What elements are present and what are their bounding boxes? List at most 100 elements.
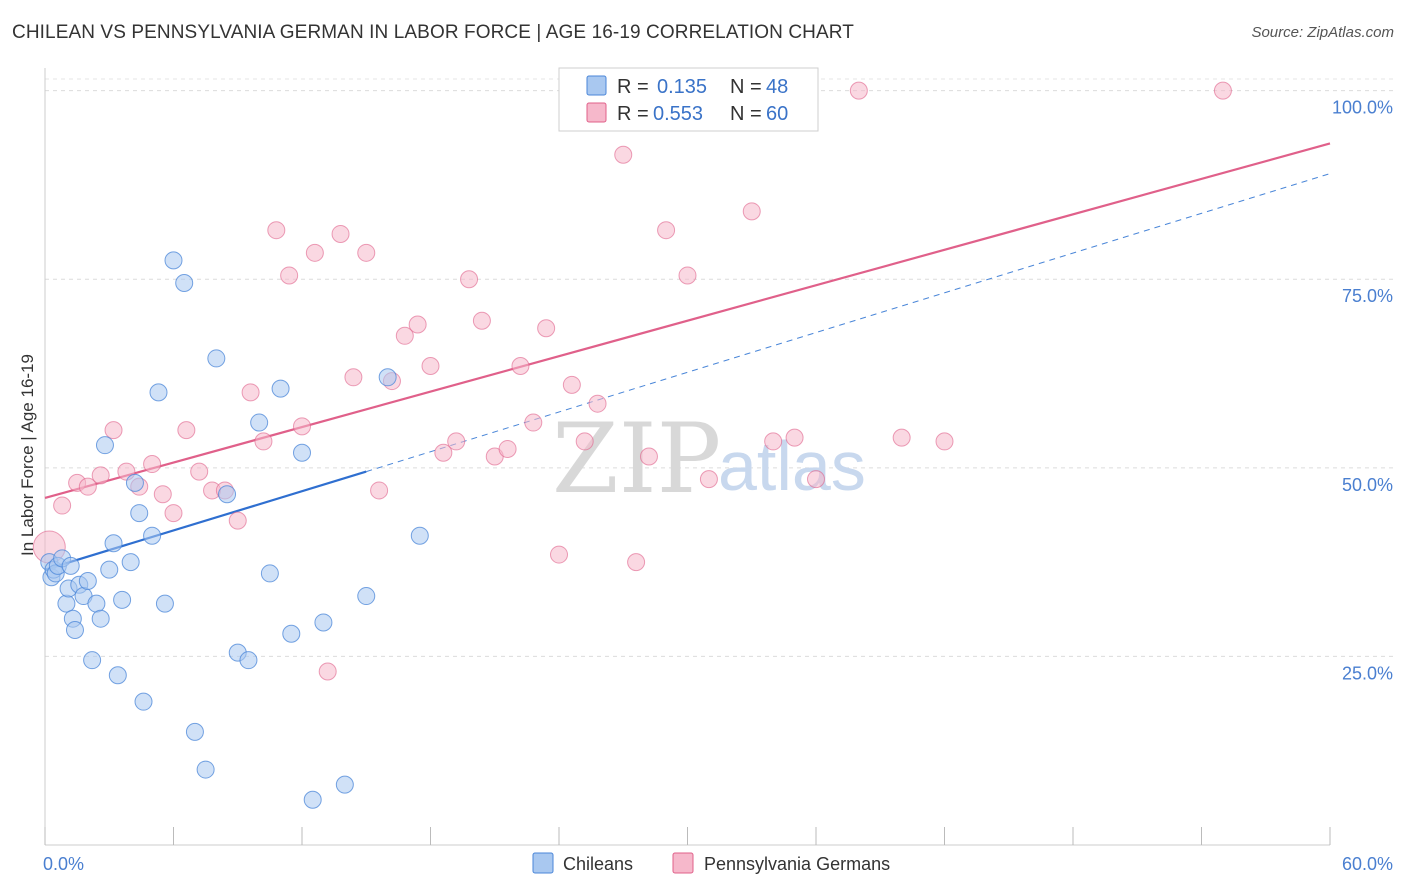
y-tick-label: 25.0%	[1342, 663, 1393, 683]
legend-r-label-2: R =	[617, 103, 649, 125]
point-chileans	[61, 556, 80, 575]
correlation-legend: R = 0.135 N = 48 R = 0.553 N = 60	[558, 67, 819, 132]
legend-n-label-2: N =	[730, 103, 762, 125]
point-chileans	[164, 251, 183, 270]
point-chileans	[91, 609, 110, 628]
bottom-legend-label-chileans: Chileans	[563, 854, 633, 874]
point-pa-germans	[164, 504, 183, 523]
point-chileans	[196, 760, 215, 779]
point-pa-germans	[228, 511, 247, 530]
point-pa-germans	[408, 315, 427, 334]
point-pa-germans	[639, 447, 658, 466]
point-chileans	[65, 621, 84, 640]
point-pa-germans	[678, 266, 697, 285]
x-tick-label: 0.0%	[43, 854, 84, 874]
watermark-zip: ZIP	[552, 403, 721, 515]
point-chileans	[87, 594, 106, 613]
point-pa-germans	[537, 319, 556, 338]
point-chileans	[335, 775, 354, 794]
point-pa-germans	[575, 432, 594, 451]
point-pa-germans	[153, 485, 172, 504]
point-pa-germans	[849, 81, 868, 100]
data-points	[32, 81, 1232, 809]
point-chileans	[293, 443, 311, 462]
point-pa-germans	[785, 428, 804, 447]
point-pa-germans	[421, 356, 440, 375]
point-pa-germans	[742, 202, 761, 221]
bottom-legend-swatch-chileans	[532, 852, 554, 874]
legend-n-value-2: 60	[766, 103, 788, 125]
point-chileans	[378, 368, 397, 387]
point-pa-germans	[511, 356, 530, 375]
point-pa-germans	[190, 462, 209, 481]
x-tick-labels: 0.0% 60.0%	[43, 854, 1393, 874]
point-pa-germans	[267, 221, 286, 240]
point-pa-germans	[764, 432, 783, 451]
bottom-legend-swatch-pa-germans	[672, 852, 694, 874]
legend-n-label-1: N =	[730, 76, 762, 98]
point-chileans	[185, 722, 204, 741]
y-tick-label: 50.0%	[1342, 475, 1393, 495]
point-pa-germans	[460, 270, 479, 289]
point-chileans	[271, 379, 290, 398]
point-pa-germans	[280, 266, 299, 285]
point-pa-germans	[344, 368, 363, 387]
point-pa-germans	[370, 481, 389, 500]
bottom-legend-label-pa-germans: Pennsylvania Germans	[704, 854, 890, 874]
grid-lines	[45, 78, 1395, 657]
point-pa-germans	[104, 421, 123, 440]
x-tick-label: 60.0%	[1342, 854, 1393, 874]
point-chileans	[125, 473, 144, 492]
point-chileans	[410, 526, 429, 545]
point-chileans	[104, 534, 123, 553]
legend-swatch-chileans	[586, 75, 607, 96]
point-pa-germans	[241, 383, 260, 402]
point-chileans	[239, 651, 258, 670]
y-tick-labels: 25.0% 50.0% 75.0% 100.0%	[1332, 98, 1393, 684]
point-pa-germans	[627, 553, 646, 572]
point-pa-germans	[78, 477, 97, 496]
point-chileans	[121, 553, 140, 572]
axes	[44, 68, 1331, 846]
point-pa-germans	[447, 432, 466, 451]
chart-source: Source: ZipAtlas.com	[1251, 24, 1394, 41]
point-chileans	[95, 436, 114, 455]
point-pa-germans	[472, 311, 491, 330]
point-pa-germans	[1213, 81, 1232, 100]
point-chileans	[314, 613, 333, 632]
point-chileans	[303, 790, 322, 809]
point-pa-germans	[318, 662, 337, 681]
point-pa-germans	[807, 470, 825, 489]
point-chileans	[143, 526, 162, 545]
point-chileans	[149, 383, 168, 402]
point-pa-germans	[524, 413, 543, 432]
point-pa-germans	[177, 421, 196, 440]
point-chileans	[260, 564, 279, 583]
point-pa-germans	[892, 428, 911, 447]
legend-swatch-pa-germans	[586, 102, 607, 123]
point-chileans	[130, 504, 149, 523]
point-chileans	[134, 692, 153, 711]
watermark: ZIP atlas	[552, 403, 866, 515]
legend-r-value-1: 0.135	[657, 76, 707, 98]
point-pa-germans	[293, 417, 311, 436]
point-pa-germans	[434, 443, 453, 462]
point-pa-germans	[331, 224, 350, 243]
point-chileans	[113, 590, 132, 609]
point-chileans	[100, 560, 119, 579]
legend-r-value-2: 0.553	[653, 103, 703, 125]
point-pa-germans	[254, 432, 273, 451]
point-pa-germans	[91, 466, 110, 485]
trend-line-chileans	[44, 470, 367, 571]
point-pa-germans	[657, 221, 676, 240]
legend-r-label-1: R =	[617, 76, 649, 98]
point-chileans	[155, 594, 174, 613]
point-pa-germans	[53, 496, 72, 515]
point-pa-germans	[550, 545, 568, 564]
point-pa-germans	[395, 326, 414, 345]
y-tick-label: 100.0%	[1332, 98, 1393, 118]
point-pa-germans	[143, 455, 162, 474]
point-pa-germans	[699, 470, 718, 489]
chart-title: CHILEAN VS PENNSYLVANIA GERMAN IN LABOR …	[12, 22, 854, 43]
